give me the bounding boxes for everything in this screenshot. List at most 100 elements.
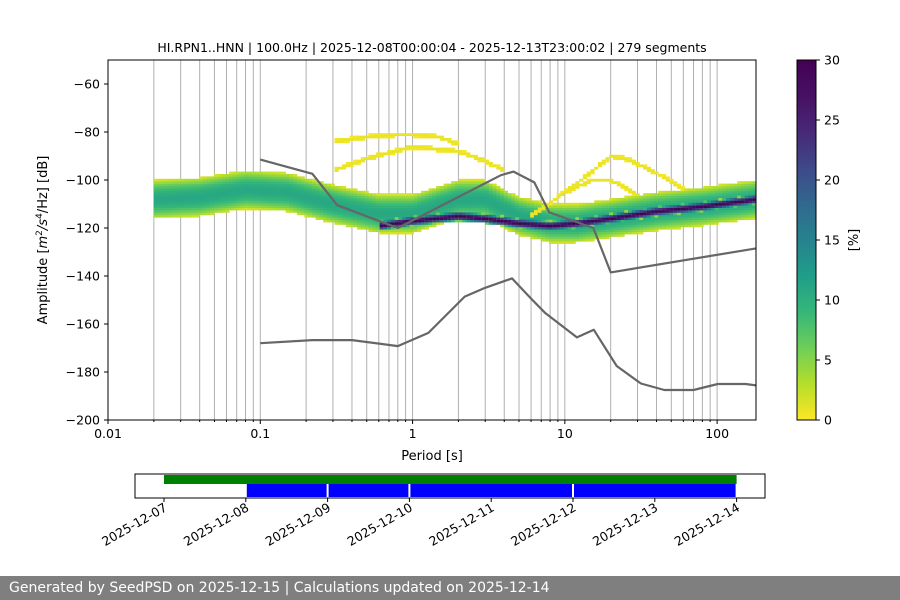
density-cell — [752, 207, 756, 211]
density-cell — [695, 193, 700, 196]
density-cell — [387, 150, 392, 153]
density-cell — [549, 231, 554, 235]
density-cell — [191, 181, 196, 184]
density-cell — [251, 198, 256, 201]
density-cell — [315, 214, 320, 218]
density-cell — [594, 210, 599, 213]
density-cell — [549, 226, 554, 230]
density-cell — [274, 195, 279, 199]
density-cell — [274, 181, 279, 184]
density-cell — [658, 202, 663, 206]
density-cell — [187, 198, 192, 201]
density-cell — [214, 198, 219, 201]
density-cell — [319, 188, 324, 192]
density-cell — [368, 214, 373, 218]
density-cell — [353, 202, 358, 206]
density-cell — [304, 205, 309, 208]
density-cell — [251, 176, 256, 180]
density-cell — [379, 200, 384, 204]
density-cell — [556, 238, 561, 242]
density-cell — [187, 193, 192, 196]
density-cell — [357, 205, 362, 208]
density-cell — [330, 214, 335, 218]
density-cell — [398, 195, 403, 199]
density-cell — [334, 193, 339, 196]
density-cell — [639, 164, 644, 168]
density-cell — [187, 178, 192, 182]
density-cell — [522, 231, 527, 235]
density-cell — [549, 222, 554, 225]
density-cell — [390, 200, 396, 204]
density-cell — [586, 236, 591, 240]
density-cell — [281, 193, 286, 196]
density-cell — [413, 135, 418, 139]
density-cell — [259, 174, 264, 177]
density-cell — [605, 178, 610, 182]
density-cell — [541, 210, 546, 213]
density-cell — [402, 210, 407, 213]
density-cell — [646, 226, 652, 230]
density-cell — [650, 202, 655, 206]
density-cell — [680, 217, 685, 220]
density-cell — [620, 226, 625, 230]
timeline-tick-label: 2025-12-11 — [426, 500, 496, 549]
density-cell — [409, 198, 414, 201]
density-cell — [752, 212, 756, 216]
density-cell — [360, 222, 365, 225]
density-cell — [722, 219, 727, 223]
density-cell — [564, 210, 569, 213]
density-cell — [680, 205, 685, 208]
density-cell — [541, 207, 546, 211]
density-cell — [409, 205, 414, 208]
density-cell — [372, 226, 377, 230]
density-cell — [217, 181, 222, 184]
density-cell — [281, 188, 286, 192]
density-cell — [680, 202, 685, 206]
density-cell — [537, 234, 542, 237]
density-cell — [221, 198, 226, 201]
density-cell — [229, 200, 234, 204]
density-cell — [609, 207, 614, 211]
density-cell — [635, 195, 640, 199]
density-cell — [259, 178, 264, 182]
density-cell — [349, 212, 354, 216]
density-cell — [202, 207, 207, 211]
density-cell — [454, 150, 460, 153]
density-cell — [153, 212, 159, 216]
density-cell — [601, 224, 606, 228]
density-cell — [518, 224, 524, 228]
density-cell — [485, 190, 490, 194]
density-cell — [609, 181, 614, 184]
density-cell — [199, 207, 204, 211]
density-cell — [454, 200, 460, 204]
density-cell — [424, 222, 429, 225]
density-cell — [387, 195, 392, 199]
density-cell — [439, 190, 445, 194]
density-cell — [372, 219, 377, 223]
density-cell — [533, 234, 539, 237]
density-cell — [684, 219, 689, 223]
density-cell — [522, 214, 527, 218]
density-cell — [424, 207, 429, 211]
density-cell — [405, 217, 411, 220]
density-cell — [217, 193, 222, 196]
density-cell — [270, 202, 275, 206]
density-cell — [278, 186, 283, 189]
density-cell — [722, 195, 727, 199]
density-cell — [315, 207, 320, 211]
density-cell — [556, 241, 561, 244]
density-cell — [447, 210, 452, 213]
density-cell — [436, 207, 441, 211]
density-cell — [345, 198, 350, 201]
density-cell — [436, 190, 441, 194]
density-cell — [631, 202, 636, 206]
density-cell — [345, 210, 350, 213]
density-cell — [394, 222, 399, 225]
density-cell — [522, 217, 527, 220]
density-cell — [368, 207, 373, 211]
density-cell — [153, 195, 159, 199]
density-cell — [631, 217, 636, 220]
density-cell — [564, 226, 569, 230]
density-cell — [319, 217, 324, 220]
density-cell — [616, 212, 621, 216]
